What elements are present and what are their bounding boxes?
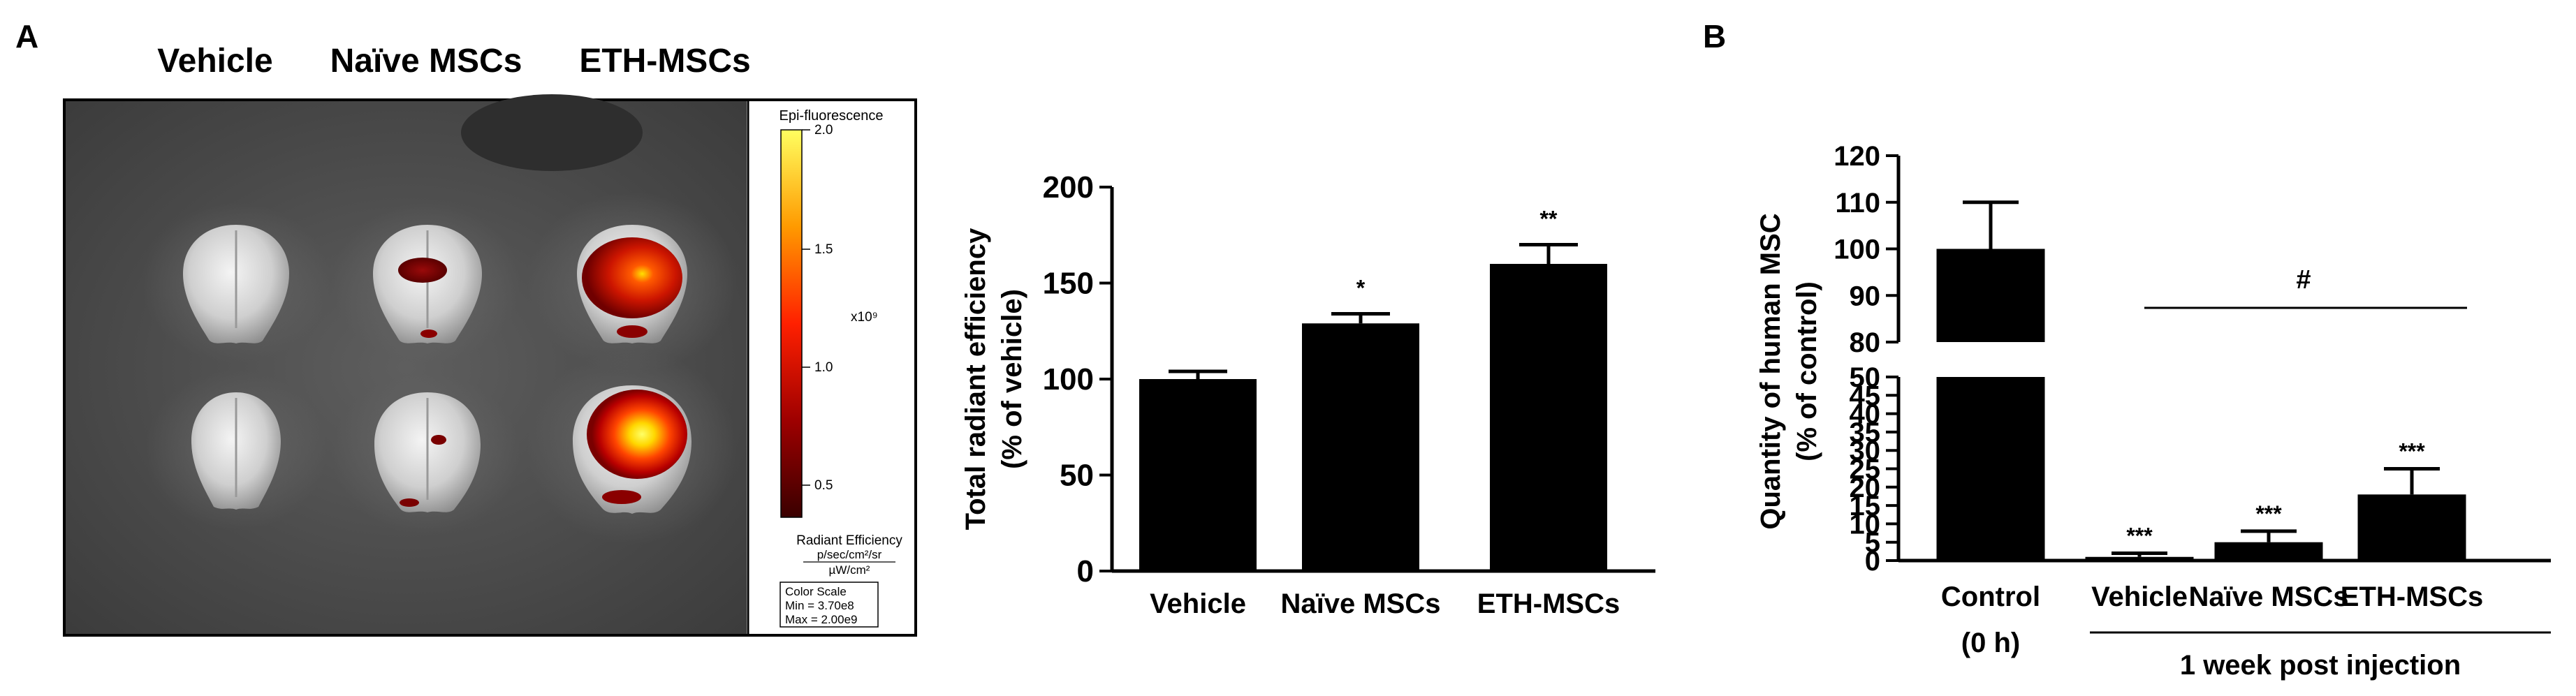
x-tick-label: Control [1941, 582, 2040, 612]
y-tick-label: 80 [1850, 327, 1881, 358]
y-tick-label: 120 [1834, 141, 1880, 172]
colorbar-tick-label: 0.5 [814, 478, 833, 493]
brain-eth-bottom [573, 385, 691, 514]
fluorescence-signal [420, 330, 437, 338]
y-tick-label: 200 [1043, 170, 1094, 205]
y-axis-label: (% of vehicle) [997, 289, 1027, 469]
brain-naive-top [373, 225, 482, 343]
y-tick-label: 150 [1043, 267, 1094, 301]
bar-upper-segment [1936, 249, 2045, 342]
bar [2214, 542, 2323, 561]
x-tick-sublabel: (0 h) [1961, 628, 2020, 658]
x-tick-label: Vehicle [2091, 582, 2188, 612]
y-tick-label: 10 [1850, 509, 1881, 540]
bar [2357, 494, 2466, 561]
colorbar-gradient [780, 129, 803, 518]
y-tick-label: 90 [1850, 281, 1881, 311]
significance-marker: ** [1540, 207, 1558, 232]
x-tick-label: ETH-MSCs [2341, 582, 2483, 612]
y-tick-label: 45 [1850, 380, 1881, 411]
x-tick-label: Naïve MSCs [1281, 588, 1441, 619]
photo-dark-spot [461, 94, 643, 171]
color-scale-min: Min = 3.70e8 [785, 599, 854, 612]
group-label: 1 week post injection [2180, 650, 2461, 681]
colorbar-multiplier: x10⁹ [851, 310, 878, 325]
bar [1302, 323, 1419, 571]
color-scale-max: Max = 2.00e9 [785, 613, 858, 626]
panel-label-b: B [1703, 18, 1726, 54]
y-axis-label: Total radiant efficiency [960, 228, 991, 530]
y-tick-label: 30 [1850, 436, 1881, 466]
image-panel: Vehicle Naïve MSCs ETH-MSCs [63, 43, 917, 637]
bar-lower-segment [1936, 377, 2045, 561]
y-tick-label: 100 [1043, 362, 1094, 397]
color-scale-box [780, 582, 879, 628]
colorbar-title: Epi-fluorescence [780, 108, 884, 124]
bar [1490, 264, 1607, 571]
significance-marker: *** [2126, 523, 2153, 548]
y-tick-label: 0 [1077, 554, 1094, 588]
y-tick-label: 15 [1850, 491, 1881, 521]
colorbar-tick-label: 2.0 [814, 123, 833, 138]
significance-marker: *** [2255, 501, 2282, 526]
fluorescence-signal [617, 325, 647, 338]
bar [2085, 556, 2194, 561]
bar [1139, 379, 1257, 571]
fluorescence-signal [400, 498, 419, 507]
colorbar-unit-denominator: µW/cm² [829, 563, 870, 577]
y-tick-label: 5 [1865, 528, 1880, 558]
brain-vehicle-top [183, 225, 289, 343]
brain-vehicle-bottom [191, 392, 281, 510]
column-label-vehicle: Vehicle [157, 43, 272, 80]
y-axis-label: (% of control) [1792, 281, 1822, 461]
brain-naive-bottom [374, 392, 481, 512]
fluorescence-signal [582, 237, 682, 318]
y-axis-label: Quantity of human MSC [1755, 213, 1786, 529]
colorbar: Epi-fluorescence 2.0 1.5 1.0 0.5 x10⁹ Ra… [780, 108, 902, 628]
y-tick-label: 50 [1850, 362, 1881, 393]
colorbar-ticks [802, 129, 810, 486]
color-scale-title: Color Scale [785, 585, 847, 598]
significance-marker: *** [2399, 439, 2425, 464]
y-tick-label: 25 [1850, 454, 1881, 485]
colorbar-tick-label: 1.0 [814, 360, 833, 375]
chart-a: 0 50 100 150 200 Vehicle * Naïve MSCs ** ETH-MSCs… [960, 170, 1655, 619]
colorbar-unit-title: Radiant Efficiency [796, 533, 902, 548]
colorbar-unit-numerator: p/sec/cm²/sr [817, 548, 882, 561]
column-label-eth-mscs: ETH-MSCs [579, 43, 750, 80]
y-tick-label: 40 [1850, 399, 1881, 430]
colorbar-tick-label: 1.5 [814, 242, 833, 257]
fluorescence-signal [587, 390, 687, 479]
y-tick-label: 0 [1865, 546, 1880, 577]
column-label-naive-mscs: Naïve MSCs [330, 43, 522, 80]
y-tick-label: 100 [1834, 235, 1880, 265]
fluorescence-signal [431, 435, 446, 445]
fluorescence-signal [398, 258, 447, 283]
y-tick-label: 35 [1850, 417, 1881, 448]
fluorescence-signal [602, 490, 641, 504]
y-tick-label: 20 [1850, 473, 1881, 503]
panel-label-a: A [15, 18, 38, 54]
brain-eth-top [577, 225, 687, 343]
y-tick-label: 50 [1060, 459, 1094, 493]
comparison-symbol: # [2296, 265, 2311, 295]
significance-marker: * [1356, 276, 1366, 301]
x-tick-label: ETH-MSCs [1477, 588, 1620, 619]
x-tick-label: Vehicle [1150, 588, 1246, 619]
y-tick-label: 110 [1835, 188, 1880, 219]
x-tick-label: Naïve MSCs [2189, 582, 2349, 612]
